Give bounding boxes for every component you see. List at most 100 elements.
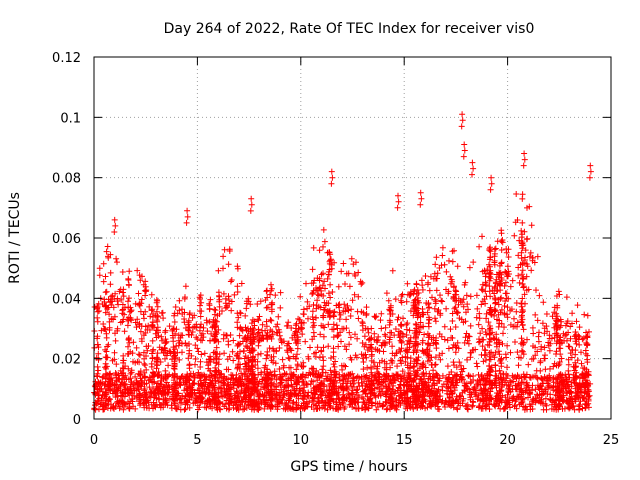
data-point [268,317,275,324]
data-point [201,350,208,357]
data-point [518,271,525,278]
data-point [532,352,539,359]
data-point [268,281,274,288]
data-point [368,391,375,397]
data-point [207,296,214,303]
data-point [470,165,477,172]
data-point [468,391,475,398]
data-point [354,308,361,315]
data-point [238,280,245,287]
data-point [302,338,309,345]
data-point [452,349,459,356]
data-point [473,360,480,367]
data-point [520,162,527,169]
data-point [393,396,400,403]
data-point [515,362,522,369]
data-point [518,347,525,354]
data-point [580,365,586,371]
data-point [96,406,102,413]
data-point [444,363,451,370]
data-point [338,268,345,275]
data-point [576,406,583,413]
data-point [479,233,485,240]
data-point [305,372,312,379]
data-point [437,312,444,319]
data-point [425,320,432,327]
data-point [587,168,594,175]
data-point [386,307,393,314]
data-point [522,247,529,254]
data-point [116,288,123,295]
data-point [584,312,591,319]
data-point [586,328,592,335]
data-point [467,380,474,387]
data-point [546,347,553,354]
data-point [426,287,433,294]
data-point [462,334,469,341]
data-point [263,288,270,295]
data-point [365,405,372,411]
data-point [190,380,197,387]
data-point [497,287,504,294]
data-point [550,376,556,382]
data-point [433,254,440,261]
data-point [255,326,262,333]
data-point [432,318,439,325]
data-point [341,343,348,350]
data-point [320,363,327,370]
data-point [228,298,235,305]
data-point [482,329,489,335]
data-point [118,296,125,303]
data-point [300,311,307,318]
data-point [281,370,288,377]
data-point [469,347,476,354]
data-point [137,328,144,335]
data-point [111,349,118,356]
data-point [513,191,520,197]
data-point [486,342,493,349]
data-point [130,339,137,346]
data-point [459,299,466,306]
data-point [389,267,396,274]
data-point [329,289,336,295]
data-point [543,311,550,317]
data-point [534,348,541,355]
data-point [521,150,528,157]
data-point [159,337,165,344]
data-point [331,308,338,315]
data-point [488,180,495,187]
data-point [95,367,102,374]
data-point [502,405,509,412]
data-point [200,334,207,341]
data-point [492,300,499,307]
data-point [223,366,230,373]
data-point [149,355,156,362]
data-point [461,147,468,154]
data-point [472,389,479,396]
data-point [518,227,525,234]
data-point [93,372,100,379]
gridlines [94,57,611,419]
data-point [227,278,234,285]
data-point [166,323,173,330]
data-point [507,283,514,290]
data-point [459,117,466,124]
data-point [360,359,367,365]
data-point [228,277,235,283]
data-point [446,257,452,264]
data-point [100,321,107,327]
data-point [417,189,424,196]
data-point [474,363,481,370]
data-point [336,301,343,308]
data-point [473,292,480,299]
data-point [519,195,526,202]
data-point [469,171,475,178]
data-point [293,366,300,373]
data-point [103,248,110,255]
data-point [447,384,454,391]
data-point [267,291,273,298]
data-point [504,364,510,371]
data-point [277,304,284,311]
data-point [215,267,222,274]
data-point [378,310,385,317]
